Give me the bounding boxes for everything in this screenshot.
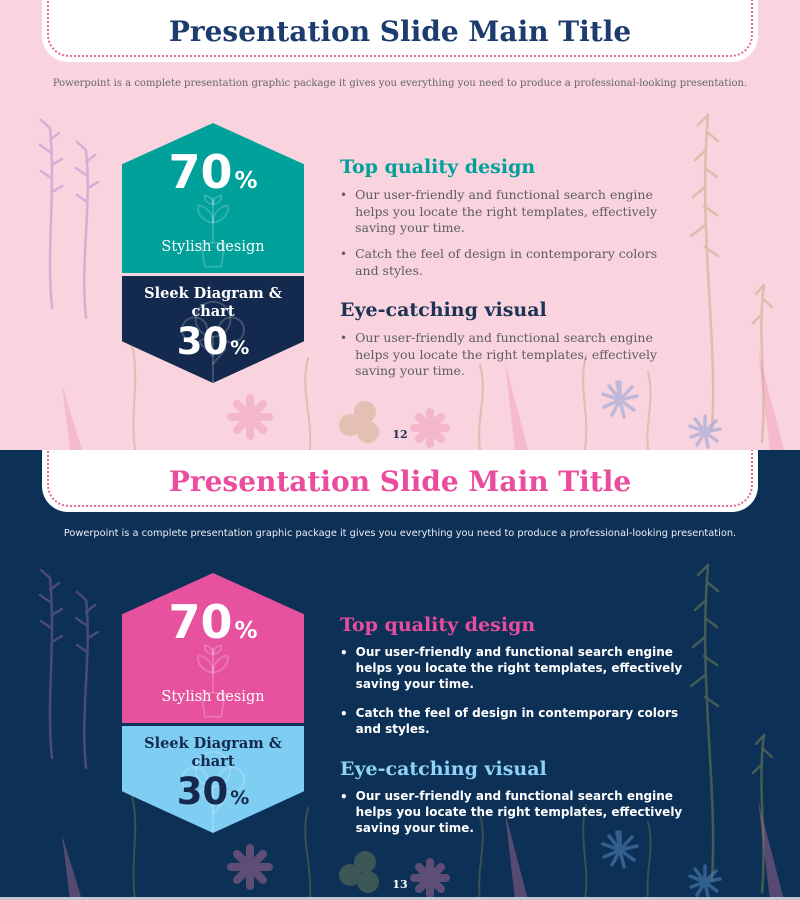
content-section-eye-catching: Eye-catching visual • Our user-friendly a… — [340, 758, 700, 837]
section-heading: Top quality design — [340, 156, 536, 178]
stat-label-bottom: Sleek Diagram & chart — [144, 735, 282, 771]
sprout-icon — [181, 639, 245, 723]
content-section-top-quality: Top quality design • Our user-friendly an… — [340, 614, 700, 738]
title-banner: Presentation Slide Main Title — [42, 0, 758, 62]
bullet-icon: • — [340, 646, 348, 660]
title-banner: Presentation Slide Main Title — [42, 450, 758, 512]
bullet-list: • Our user-friendly and functional search… — [340, 187, 666, 279]
stat-value-bottom: 30% — [176, 320, 250, 363]
page-number: 13 — [392, 878, 408, 891]
slide-content: Top quality design • Our user-friendly an… — [340, 614, 700, 850]
bullet-icon: • — [340, 188, 348, 202]
page-number: 12 — [392, 428, 408, 441]
hexagon-bottom: Sleek Diagram & chart 30% — [122, 276, 304, 383]
bullet-icon: • — [340, 706, 348, 721]
bullet-icon: • — [340, 789, 348, 804]
content-section-eye-catching: Eye-catching visual • Our user-friendly a… — [340, 299, 666, 380]
stat-value-top: 70% — [168, 595, 258, 649]
slide-title: Presentation Slide Main Title — [168, 465, 632, 498]
bullet-item: • Our user-friendly and functional search… — [340, 645, 683, 691]
bullet-list: • Our user-friendly and functional search… — [340, 789, 700, 837]
stat-hexagon: 70% Stylish design Sleek Diagram & chart… — [122, 573, 304, 833]
slide-subtitle: Powerpoint is a complete presentation gr… — [63, 528, 737, 539]
bullet-item: • Our user-friendly and functional search… — [340, 187, 658, 236]
bullet-item: • Catch the feel of design in contemporar… — [340, 245, 658, 278]
sprout-icon — [181, 189, 245, 273]
slide-13: Presentation Slide Main Title Powerpoint… — [0, 450, 800, 900]
bullet-item: • Our user-friendly and functional search… — [340, 330, 658, 379]
hexagon-top: 70% Stylish design — [122, 123, 304, 273]
bullet-list: • Our user-friendly and functional search… — [340, 330, 666, 380]
bullet-icon: • — [340, 246, 348, 261]
stat-label-bottom: Sleek Diagram & chart — [144, 285, 282, 321]
hexagon-bottom: Sleek Diagram & chart 30% — [122, 726, 304, 833]
stat-value-top: 70% — [168, 145, 258, 199]
slide-12: Presentation Slide Main Title Powerpoint… — [0, 0, 800, 450]
content-section-top-quality: Top quality design • Our user-friendly an… — [340, 156, 666, 279]
bullet-item: • Our user-friendly and functional search… — [340, 788, 683, 835]
bullet-icon: • — [340, 331, 348, 346]
bullet-item: • Catch the feel of design in contemporar… — [340, 705, 679, 736]
slide-subtitle: Powerpoint is a complete presentation gr… — [52, 78, 748, 89]
stat-label-top: Stylish design — [161, 239, 265, 255]
section-heading: Eye-catching visual — [340, 757, 547, 780]
slide-content: Top quality design • Our user-friendly an… — [340, 156, 666, 389]
stat-value-bottom: 30% — [176, 770, 250, 813]
bullet-list: • Our user-friendly and functional search… — [340, 645, 700, 738]
slide-title: Presentation Slide Main Title — [168, 15, 632, 48]
stat-hexagon: 70% Stylish design Sleek Diagram & chart… — [122, 123, 304, 383]
stat-label-top: Stylish design — [161, 689, 265, 705]
section-heading: Top quality design — [340, 614, 536, 636]
section-heading: Eye-catching visual — [340, 299, 547, 322]
hexagon-top: 70% Stylish design — [122, 573, 304, 723]
